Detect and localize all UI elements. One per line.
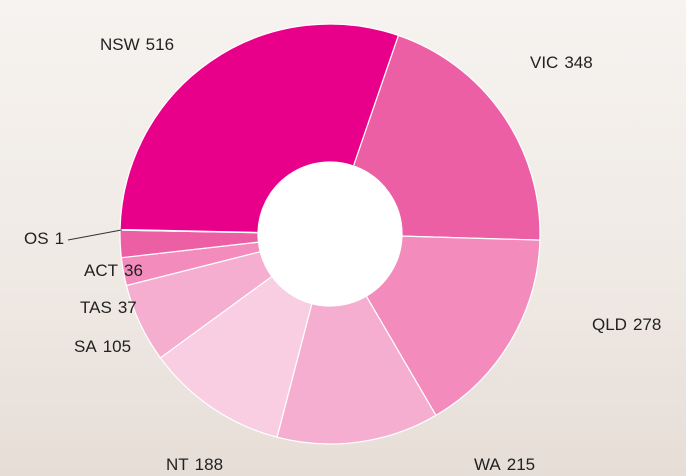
slice-category: NSW: [100, 35, 140, 54]
slice-label: SA 105: [74, 337, 131, 356]
slice-value: 188: [195, 455, 223, 474]
slice-value: 1: [55, 229, 64, 248]
slice-category: ACT: [84, 261, 118, 280]
slice-value: 278: [633, 315, 661, 334]
slice-category: OS: [24, 229, 49, 248]
slice-category: QLD: [592, 315, 627, 334]
slice-label: TAS 37: [80, 298, 137, 317]
slice-category: WA: [474, 455, 501, 474]
slice-category: TAS: [80, 298, 112, 317]
slice-label: OS 1: [24, 229, 64, 248]
slice-value: 36: [124, 261, 143, 280]
slice-label: NT 188: [166, 455, 223, 474]
donut-hole: [258, 162, 402, 306]
slice-category: NT: [166, 455, 189, 474]
leader-line: [67, 229, 123, 241]
slice-value: 516: [146, 35, 174, 54]
slice-label: ACT 36: [84, 261, 143, 280]
slice-value: 348: [564, 53, 592, 72]
slice-label: VIC 348: [530, 53, 593, 72]
slice-category: SA: [74, 337, 97, 356]
slices: [119, 23, 541, 445]
slice-value: 215: [507, 455, 535, 474]
slice-value: 105: [103, 337, 131, 356]
slice-label: QLD 278: [592, 315, 661, 334]
slice-category: VIC: [530, 53, 558, 72]
slice-value: 37: [118, 298, 137, 317]
slice-label: NSW 516: [100, 35, 174, 54]
slice-label: WA 215: [474, 455, 535, 474]
